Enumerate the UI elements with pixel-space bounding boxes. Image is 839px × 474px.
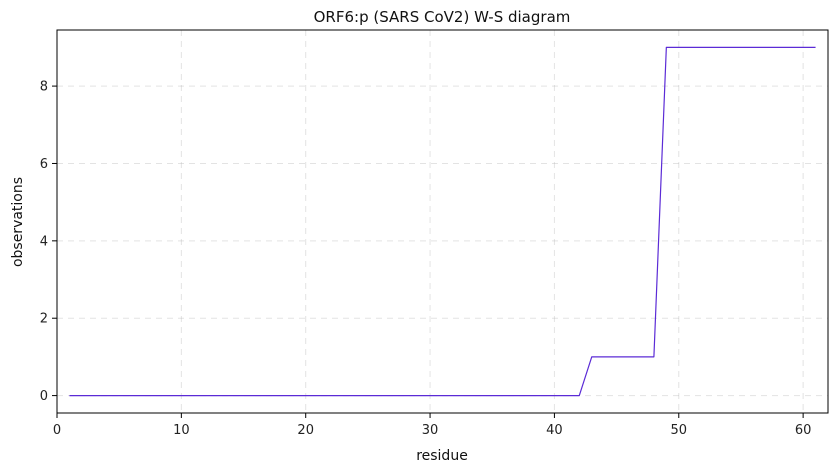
x-axis-label: residue bbox=[416, 448, 468, 464]
y-tick-label: 6 bbox=[40, 157, 48, 172]
grid bbox=[56, 30, 828, 413]
x-tick-label: 60 bbox=[795, 423, 812, 438]
x-tick-label: 50 bbox=[671, 423, 688, 438]
series-layer bbox=[69, 46, 816, 397]
x-tick-label: 10 bbox=[173, 423, 190, 438]
y-axis-label: observations bbox=[10, 177, 26, 267]
series-line bbox=[69, 46, 816, 397]
y-tick-label: 8 bbox=[40, 80, 48, 95]
x-tick-label: 30 bbox=[422, 423, 439, 438]
y-axis: 0 2 4 6 8 bbox=[40, 80, 57, 404]
y-tick-label: 2 bbox=[40, 312, 48, 327]
y-tick-label: 4 bbox=[40, 234, 48, 249]
chart-title: ORF6:p (SARS CoV2) W-S diagram bbox=[314, 8, 571, 26]
x-tick-label: 40 bbox=[546, 423, 563, 438]
x-tick-label: 0 bbox=[53, 423, 61, 438]
y-tick-label: 0 bbox=[40, 389, 48, 404]
x-tick-label: 20 bbox=[297, 423, 314, 438]
plot-frame bbox=[56, 29, 829, 414]
x-axis: 0 10 20 30 40 50 60 bbox=[53, 413, 812, 438]
